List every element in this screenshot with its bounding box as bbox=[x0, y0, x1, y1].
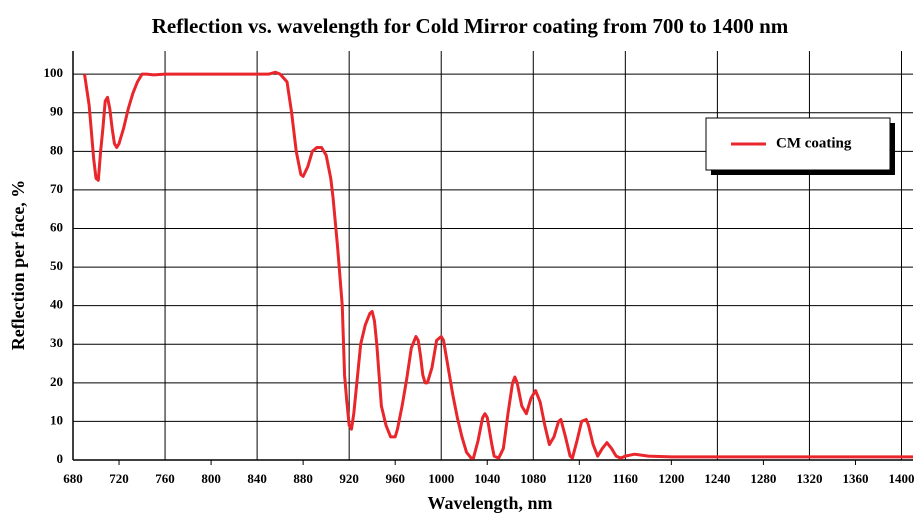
x-tick-label: 800 bbox=[201, 471, 221, 486]
legend-label: CM coating bbox=[776, 135, 852, 151]
x-tick-label: 680 bbox=[63, 471, 83, 486]
y-tick-label: 0 bbox=[57, 451, 64, 466]
x-tick-label: 1240 bbox=[704, 471, 730, 486]
y-tick-label: 50 bbox=[50, 258, 63, 273]
x-tick-label: 880 bbox=[293, 471, 313, 486]
y-axis-label: Reflection per face, % bbox=[8, 180, 28, 351]
x-tick-label: 1160 bbox=[613, 471, 638, 486]
x-tick-label: 1000 bbox=[428, 471, 454, 486]
x-tick-label: 1360 bbox=[842, 471, 868, 486]
y-tick-label: 10 bbox=[50, 412, 63, 427]
x-tick-label: 840 bbox=[247, 471, 267, 486]
x-tick-label: 1200 bbox=[658, 471, 684, 486]
y-tick-label: 80 bbox=[50, 142, 63, 157]
x-tick-label: 720 bbox=[109, 471, 129, 486]
y-tick-label: 40 bbox=[50, 297, 63, 312]
x-tick-label: 960 bbox=[385, 471, 405, 486]
x-tick-label: 1120 bbox=[567, 471, 592, 486]
y-tick-label: 30 bbox=[50, 335, 63, 350]
x-tick-label: 760 bbox=[155, 471, 175, 486]
x-tick-label: 1280 bbox=[750, 471, 776, 486]
data-line bbox=[83, 70, 913, 460]
x-tick-label: 920 bbox=[339, 471, 359, 486]
y-tick-label: 70 bbox=[50, 181, 63, 196]
chart-title: Reflection vs. wavelength for Cold Mirro… bbox=[152, 14, 789, 38]
x-tick-label: 1040 bbox=[474, 471, 500, 486]
y-tick-label: 60 bbox=[50, 219, 63, 234]
x-tick-label: 1400 bbox=[888, 471, 914, 486]
y-tick-label: 90 bbox=[50, 104, 63, 119]
y-tick-label: 20 bbox=[50, 374, 63, 389]
x-axis-label: Wavelength, nm bbox=[427, 493, 552, 513]
x-tick-label: 1080 bbox=[520, 471, 546, 486]
y-tick-label: 100 bbox=[44, 65, 64, 80]
x-tick-label: 1320 bbox=[796, 471, 822, 486]
